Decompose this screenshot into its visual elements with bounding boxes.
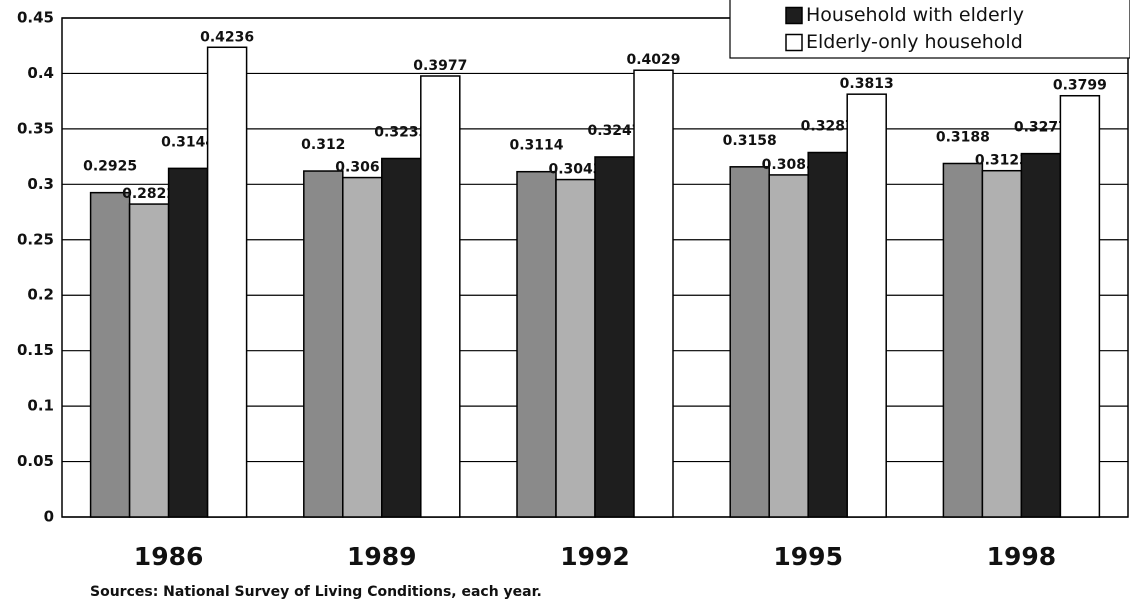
bar <box>942 162 984 518</box>
value-label: 0.3061 <box>335 160 389 176</box>
value-label: 0.4236 <box>200 29 254 45</box>
x-tick-label: 1989 <box>347 542 417 571</box>
bar <box>729 166 770 518</box>
bar <box>128 203 170 518</box>
x-tick-label: 1995 <box>773 542 843 571</box>
bar <box>981 169 1023 518</box>
y-tick-label: 0.3 <box>27 175 54 193</box>
value-label: 0.3123 <box>975 153 1029 169</box>
bar <box>1020 152 1062 518</box>
bar <box>420 75 461 518</box>
legend-swatch <box>785 6 803 25</box>
y-tick-label: 0.35 <box>17 119 54 137</box>
source-note: Sources: National Survey of Living Condi… <box>90 584 542 600</box>
y-tick-label: 0.05 <box>17 452 54 470</box>
bar <box>381 157 422 518</box>
value-label: 0.3114 <box>509 138 563 154</box>
value-label: 0.3977 <box>413 58 467 74</box>
value-label: 0.3043 <box>548 162 602 178</box>
bar <box>768 174 809 518</box>
bar <box>633 69 674 518</box>
value-label: 0.3188 <box>936 129 990 145</box>
legend-label: Household with elderly <box>806 4 1024 26</box>
value-label: 0.3158 <box>723 133 777 149</box>
bar <box>89 191 131 518</box>
value-label: 0.3233 <box>374 124 428 140</box>
y-tick-label: 0.25 <box>17 230 54 248</box>
value-label: 0.3287 <box>801 119 855 135</box>
bar <box>846 93 887 518</box>
value-label: 0.4029 <box>626 52 680 68</box>
value-label: 0.3277 <box>1014 120 1068 136</box>
y-tick-label: 0.4 <box>27 64 54 82</box>
y-tick-label: 0.45 <box>17 9 54 27</box>
bar <box>555 178 596 518</box>
x-tick-label: 1998 <box>987 542 1057 571</box>
value-label: 0.2822 <box>122 186 176 202</box>
y-tick-label: 0.1 <box>27 397 54 415</box>
x-tick-label: 1992 <box>560 542 630 571</box>
bar <box>516 170 557 518</box>
legend-label: Elderly-only household <box>806 31 1023 53</box>
value-label: 0.3799 <box>1053 78 1107 94</box>
y-tick-label: 0.2 <box>27 286 54 304</box>
y-tick-label: 0.15 <box>17 341 54 359</box>
bar <box>206 46 248 518</box>
bar <box>807 151 848 518</box>
value-label: 0.3085 <box>762 157 816 173</box>
bar <box>342 176 383 518</box>
value-label: 0.2925 <box>83 159 137 175</box>
bar <box>594 156 635 518</box>
value-label: 0.3144 <box>161 134 215 150</box>
x-tick-label: 1986 <box>134 542 204 571</box>
y-tick-label: 0 <box>44 508 54 526</box>
value-label: 0.3247 <box>587 123 641 139</box>
bar <box>1059 94 1101 518</box>
legend-swatch <box>785 33 803 52</box>
bar <box>167 167 209 518</box>
value-label: 0.3813 <box>840 76 894 92</box>
value-label: 0.312 <box>301 137 345 153</box>
bar <box>303 170 344 518</box>
